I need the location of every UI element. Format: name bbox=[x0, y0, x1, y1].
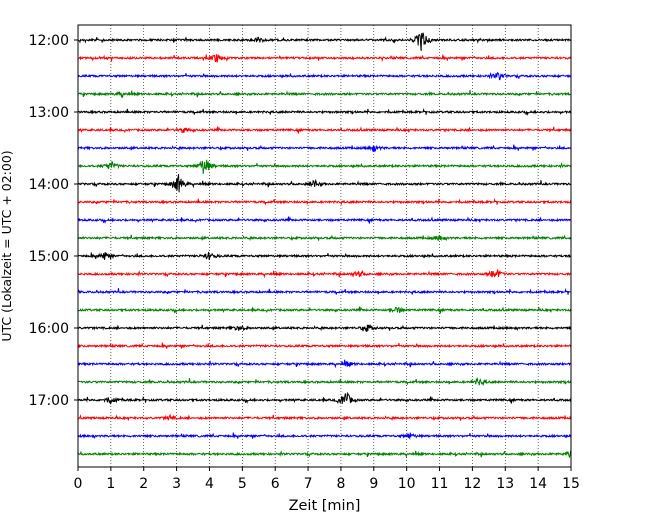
x-tick-label: 15 bbox=[562, 476, 580, 492]
x-axis-ticks: 0 1 2 3 4 5 6 7 8 9 10 11 12 13 14 15 bbox=[74, 467, 580, 492]
y-tick-label: 16:00 bbox=[29, 321, 69, 337]
trace-1215 bbox=[77, 54, 572, 63]
trace-1230 bbox=[77, 71, 572, 81]
x-tick-label: 6 bbox=[271, 476, 280, 492]
trace-1500 bbox=[77, 251, 572, 260]
trace-1545 bbox=[77, 306, 572, 315]
trace-1445 bbox=[77, 234, 572, 242]
trace-1730 bbox=[77, 432, 572, 441]
trace-1700 bbox=[77, 391, 572, 405]
trace-1745 bbox=[77, 449, 572, 459]
y-tick-label: 14:00 bbox=[29, 177, 69, 193]
x-tick-label: 7 bbox=[304, 476, 313, 492]
x-tick-label: 5 bbox=[238, 476, 247, 492]
x-tick-label: 12 bbox=[463, 476, 481, 492]
trace-1715 bbox=[77, 413, 572, 422]
trace-1615 bbox=[77, 342, 572, 349]
trace-1315 bbox=[77, 126, 572, 134]
trace-1415 bbox=[77, 197, 572, 205]
trace-1630 bbox=[77, 359, 572, 369]
y-tick-label: 17:00 bbox=[29, 393, 69, 409]
trace-1515 bbox=[77, 269, 572, 279]
trace-1330 bbox=[77, 144, 572, 153]
trace-1300 bbox=[77, 107, 572, 117]
trace-1200 bbox=[77, 32, 572, 51]
plot-frame bbox=[77, 24, 572, 468]
trace-1400 bbox=[77, 174, 572, 193]
x-tick-label: 4 bbox=[205, 476, 214, 492]
x-axis-label: Zeit [min] bbox=[289, 498, 361, 514]
x-tick-label: 8 bbox=[336, 476, 345, 492]
x-tick-label: 1 bbox=[106, 476, 115, 492]
x-tick-label: 3 bbox=[172, 476, 181, 492]
x-tick-label: 14 bbox=[529, 476, 547, 492]
y-axis-label: UTC (Lokalzeit = UTC + 02:00) bbox=[0, 150, 14, 341]
trace-1245 bbox=[77, 90, 572, 98]
x-tick-label: 0 bbox=[74, 476, 83, 492]
x-tick-label: 9 bbox=[369, 476, 378, 492]
trace-1345 bbox=[77, 159, 572, 174]
y-tick-label: 12:00 bbox=[29, 33, 69, 49]
trace-1645 bbox=[77, 377, 572, 386]
trace-1600 bbox=[77, 324, 572, 333]
trace-group bbox=[77, 32, 572, 459]
x-tick-label: 13 bbox=[496, 476, 514, 492]
x-tick-label: 11 bbox=[431, 476, 449, 492]
x-tick-label: 2 bbox=[139, 476, 148, 492]
y-tick-label: 13:00 bbox=[29, 105, 69, 121]
y-axis-ticks: 12:00 13:00 14:00 15:00 16:00 17:00 bbox=[29, 33, 78, 409]
trace-1530 bbox=[77, 287, 572, 295]
y-tick-label: 15:00 bbox=[29, 249, 69, 265]
x-tick-label: 10 bbox=[398, 476, 416, 492]
trace-1430 bbox=[77, 216, 572, 225]
